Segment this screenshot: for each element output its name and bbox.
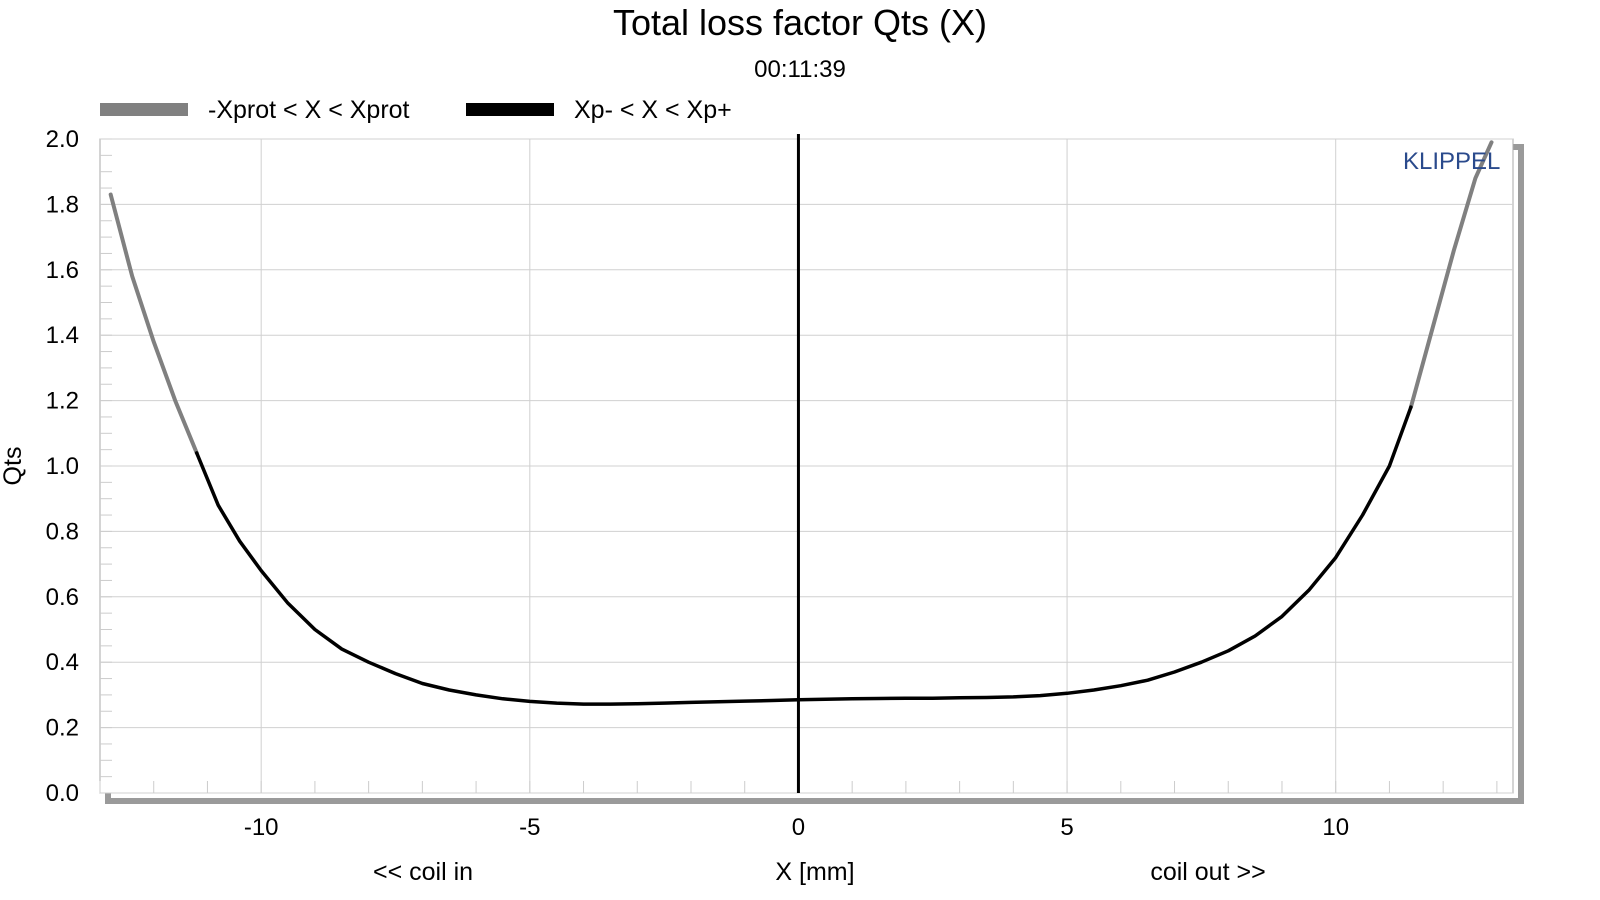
x-tick-labels: -10 -5 0 5 10 [244, 814, 1349, 841]
series-line-0-segment-0 [108, 192, 199, 455]
y-tick-label: 2.0 [46, 126, 79, 153]
x-tick-label: -5 [519, 814, 540, 841]
series-line-0-segment-1 [1408, 140, 1494, 410]
legend-label-xp: Xp- < X < Xp+ [574, 96, 732, 124]
x-tick-label: -10 [244, 814, 279, 841]
y-tick-labels: 0.0 0.2 0.4 0.6 0.8 1.0 1.2 1.4 1.6 1.8 2.0 [46, 126, 79, 807]
y-tick-label: 0.0 [46, 780, 79, 807]
y-tick-label: 0.8 [46, 518, 79, 545]
y-axis-label: Qts [0, 447, 27, 486]
x-tick-label: 0 [792, 814, 805, 841]
y-tick-label: 1.6 [46, 257, 79, 284]
grid [100, 138, 1513, 794]
chart-title: Total loss factor Qts (X) [613, 2, 987, 43]
y-tick-label: 0.2 [46, 715, 79, 742]
legend-label-xprot: -Xprot < X < Xprot [208, 96, 410, 124]
x-annotation-right: coil out >> [1150, 858, 1265, 886]
x-axis-label: X [mm] [775, 858, 854, 886]
watermark-klippel: KLIPPEL [1403, 148, 1500, 175]
x-tick-label: 10 [1322, 814, 1349, 841]
y-tick-label: 1.0 [46, 453, 79, 480]
legend: -Xprot < X < Xprot Xp- < X < Xp+ [100, 96, 732, 124]
y-tick-label: 1.8 [46, 191, 79, 218]
y-tick-label: 0.6 [46, 584, 79, 611]
chart-subtitle: 00:11:39 [754, 56, 846, 83]
y-tick-label: 1.4 [46, 322, 79, 349]
x-annotation-left: << coil in [373, 858, 473, 886]
legend-swatch-xp [466, 103, 554, 116]
y-tick-label: 1.2 [46, 388, 79, 415]
x-tick-label: 5 [1060, 814, 1073, 841]
y-tick-label: 0.4 [46, 649, 79, 676]
minor-ticks [99, 138, 1498, 794]
legend-swatch-xprot [100, 103, 188, 116]
